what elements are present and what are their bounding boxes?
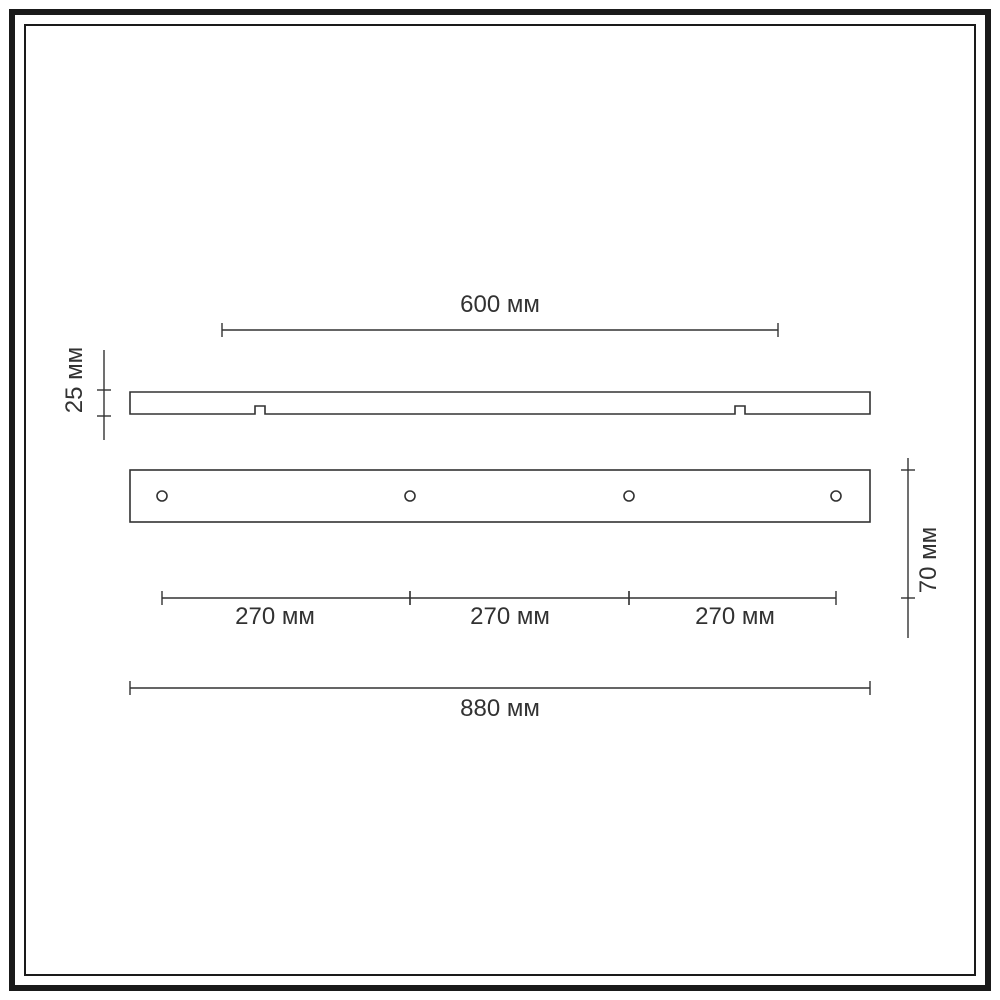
dim-70: 70 мм <box>901 458 942 638</box>
dim-270b: 270 мм <box>410 591 629 630</box>
top-view-outline <box>130 470 870 522</box>
dim-25-label: 25 мм <box>61 347 88 413</box>
drawing-svg: 600 мм 25 мм 270 мм 270 мм 270 мм 880 мм 70 мм <box>0 0 1000 1000</box>
dim-270a: 270 мм <box>162 591 410 630</box>
hole-3 <box>624 491 634 501</box>
dim-70-label: 70 мм <box>915 527 942 593</box>
dim-25: 25 мм <box>61 347 111 440</box>
hole-1 <box>157 491 167 501</box>
dim-270c-label: 270 мм <box>695 603 775 630</box>
dim-270a-label: 270 мм <box>235 603 315 630</box>
dim-880-label: 880 мм <box>460 695 540 722</box>
dim-270c: 270 мм <box>629 591 836 630</box>
dim-600: 600 мм <box>222 291 778 337</box>
hole-2 <box>405 491 415 501</box>
dim-270b-label: 270 мм <box>470 603 550 630</box>
hole-4 <box>831 491 841 501</box>
dim-600-label: 600 мм <box>460 291 540 318</box>
drawing-canvas: 600 мм 25 мм 270 мм 270 мм 270 мм 880 мм 70 мм <box>0 0 1000 1000</box>
side-view-outline <box>130 392 870 414</box>
dim-880: 880 мм <box>130 681 870 722</box>
